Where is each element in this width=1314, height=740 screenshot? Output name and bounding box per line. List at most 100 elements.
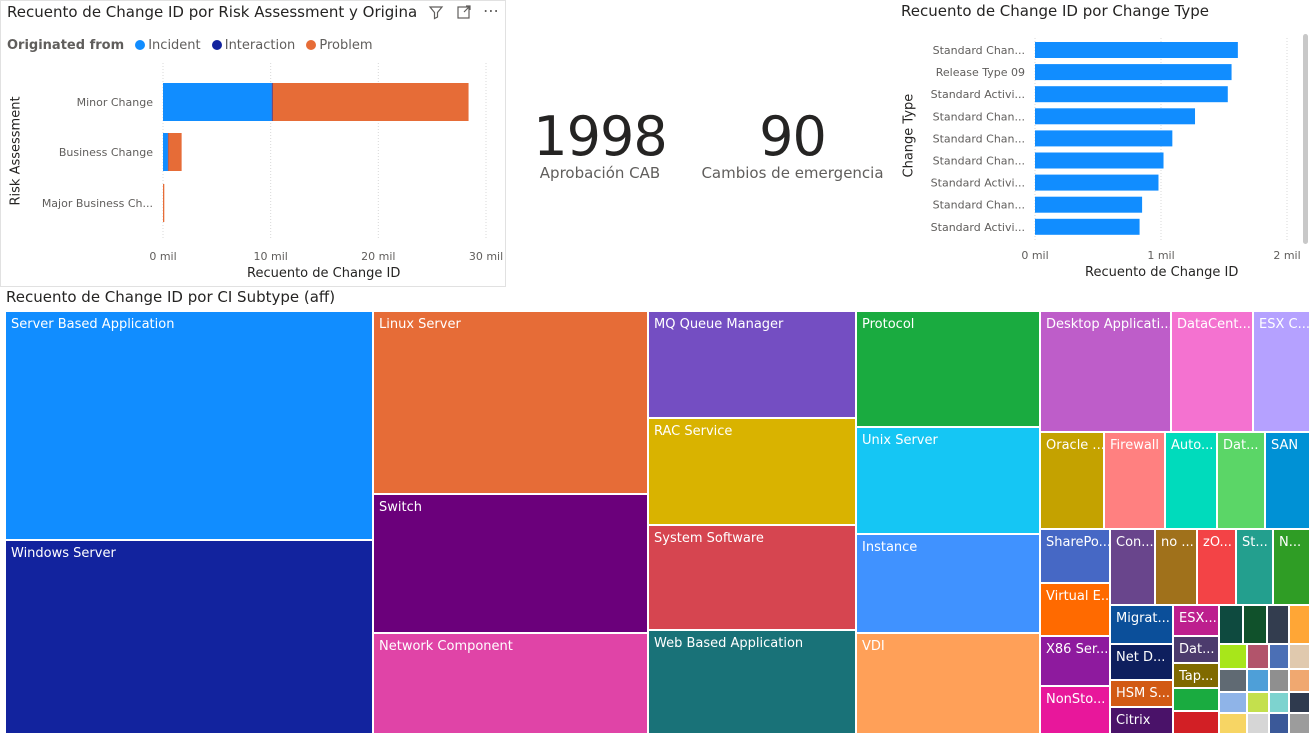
legend-dot-interaction — [211, 40, 222, 50]
treemap-tile[interactable]: zO... — [1197, 529, 1236, 605]
treemap-tile-label: Desktop Applicati... — [1046, 317, 1171, 332]
x-tick-label: 2 mil — [1273, 249, 1300, 262]
treemap-tile-small[interactable] — [1289, 669, 1310, 692]
treemap-tile-small[interactable] — [1247, 644, 1269, 669]
treemap-tile[interactable]: Server Based Application — [5, 311, 373, 540]
treemap-tile[interactable]: DataCent... — [1171, 311, 1253, 432]
treemap-tile[interactable]: ESX C... — [1253, 311, 1310, 432]
legend-item-incident[interactable]: Incident — [135, 38, 201, 53]
bar — [1035, 196, 1143, 213]
treemap-tile-small[interactable] — [1219, 669, 1247, 692]
treemap-tile-small[interactable] — [1219, 644, 1247, 669]
bar — [1035, 174, 1159, 191]
treemap-tile[interactable]: Switch — [373, 494, 648, 633]
treemap-tile-label: Firewall — [1110, 438, 1160, 453]
legend-item-problem[interactable]: Problem — [306, 38, 373, 53]
treemap-tile-small[interactable] — [1289, 605, 1310, 644]
treemap-tile[interactable]: Con... — [1110, 529, 1155, 605]
treemap-tile-small[interactable] — [1269, 692, 1289, 713]
treemap-tile[interactable]: VDI — [856, 633, 1040, 734]
treemap-tile-small[interactable] — [1243, 605, 1267, 644]
treemap-tile-small[interactable] — [1247, 669, 1269, 692]
treemap-tile-small[interactable] — [1219, 713, 1247, 734]
kpi-card-emergency-changes[interactable]: 90 Cambios de emergencia — [700, 105, 885, 200]
treemap-tile-label: Windows Server — [11, 546, 116, 561]
treemap-tile-small[interactable] — [1269, 713, 1289, 734]
treemap-tile-small[interactable] — [1289, 713, 1310, 734]
treemap-tile[interactable]: Unix Server — [856, 427, 1040, 534]
treemap-tile-small[interactable] — [1173, 711, 1219, 734]
treemap-tile[interactable]: Tap... — [1173, 663, 1219, 688]
treemap-tile[interactable]: Net D... — [1110, 644, 1173, 680]
treemap-tile[interactable]: Dat... — [1173, 636, 1219, 663]
bar-segment-incident — [163, 133, 168, 171]
legend-item-interaction[interactable]: Interaction — [211, 38, 295, 53]
treemap-tile[interactable]: N... — [1273, 529, 1310, 605]
kpi-value: 1998 — [533, 105, 667, 168]
treemap-tile-label: Citrix — [1116, 713, 1151, 728]
treemap-tile[interactable]: X86 Ser... — [1040, 636, 1110, 686]
treemap-tile[interactable]: Protocol — [856, 311, 1040, 427]
treemap-tile[interactable]: Dat... — [1217, 432, 1265, 529]
treemap-tile-small[interactable] — [1267, 605, 1289, 644]
filter-icon[interactable] — [428, 4, 444, 24]
treemap-tile-small[interactable] — [1247, 713, 1269, 734]
treemap-tile-small[interactable] — [1173, 688, 1219, 711]
treemap-tile-small[interactable] — [1219, 692, 1247, 713]
ci-subtype-treemap[interactable]: Server Based Application Windows Server Li… — [5, 311, 1310, 734]
treemap-tile[interactable]: no ... — [1155, 529, 1197, 605]
treemap-tile-small[interactable] — [1269, 669, 1289, 692]
treemap-tile-label: NonSto... — [1046, 692, 1106, 707]
treemap-tile-small[interactable] — [1219, 605, 1243, 644]
focus-mode-icon[interactable] — [456, 4, 472, 24]
change-type-chart-card[interactable]: Recuento de Change ID por Change Type 0 … — [895, 0, 1314, 285]
treemap-title: Recuento de Change ID por CI Subtype (af… — [6, 288, 336, 306]
treemap-tile[interactable]: Auto... — [1165, 432, 1217, 529]
treemap-tile[interactable]: Web Based Application — [648, 630, 856, 734]
treemap-tile[interactable]: System Software — [648, 525, 856, 630]
treemap-tile[interactable]: MQ Queue Manager — [648, 311, 856, 418]
category-label: Standard Chan... — [933, 44, 1025, 57]
bar — [1035, 108, 1196, 125]
treemap-tile[interactable]: HSM S... — [1110, 680, 1173, 707]
treemap-tile[interactable]: Desktop Applicati... — [1040, 311, 1171, 432]
treemap-tile[interactable]: Network Component — [373, 633, 648, 734]
treemap-tile-label: St... — [1242, 535, 1268, 550]
treemap-tile[interactable]: Migrat... — [1110, 605, 1173, 644]
treemap-tile-small[interactable] — [1247, 692, 1269, 713]
treemap-tile-label: ESX... — [1179, 611, 1217, 626]
treemap-tile-small[interactable] — [1269, 644, 1289, 669]
x-tick-label: 0 mil — [1021, 249, 1048, 262]
risk-assessment-chart-card[interactable]: Recuento de Change ID por Risk Assessmen… — [0, 0, 506, 287]
treemap-tile-label: Virtual E... — [1046, 589, 1110, 604]
bar — [1035, 130, 1173, 147]
treemap-tile[interactable]: SAN — [1265, 432, 1310, 529]
treemap-tile[interactable]: St... — [1236, 529, 1273, 605]
treemap-tile-small[interactable] — [1289, 692, 1310, 713]
treemap-tile[interactable]: Windows Server — [5, 540, 373, 734]
treemap-tile-label: Server Based Application — [11, 317, 175, 332]
treemap-tile[interactable]: Virtual E... — [1040, 583, 1110, 636]
treemap-tile[interactable]: Firewall — [1104, 432, 1165, 529]
treemap-tile[interactable]: NonSto... — [1040, 686, 1110, 734]
treemap-tile-label: Switch — [379, 500, 422, 515]
treemap-tile[interactable]: RAC Service — [648, 418, 856, 525]
treemap-tile[interactable]: Citrix — [1110, 707, 1173, 734]
kpi-card-cab-approval[interactable]: 1998 Aprobación CAB — [530, 105, 670, 200]
treemap-tile-label: Protocol — [862, 317, 915, 332]
legend-title: Originated from — [7, 38, 125, 53]
treemap-tile-small[interactable] — [1289, 644, 1310, 669]
treemap-tile-label: Dat... — [1179, 642, 1215, 657]
treemap-tile[interactable]: Oracle ... — [1040, 432, 1104, 529]
vertical-scrollbar[interactable] — [1303, 34, 1308, 244]
treemap-tile-label: ESX C... — [1259, 317, 1310, 332]
category-label: Standard Chan... — [933, 132, 1025, 145]
treemap-tile[interactable]: ESX... — [1173, 605, 1219, 636]
treemap-tile[interactable]: Linux Server — [373, 311, 648, 494]
more-options-icon[interactable]: ⋯ — [483, 1, 499, 20]
category-label: Business Change — [59, 146, 153, 159]
treemap-tile-label: DataCent... — [1177, 317, 1251, 332]
treemap-tile[interactable]: SharePo... — [1040, 529, 1110, 583]
treemap-tile[interactable]: Instance — [856, 534, 1040, 633]
bar-segment-interaction — [271, 83, 273, 121]
